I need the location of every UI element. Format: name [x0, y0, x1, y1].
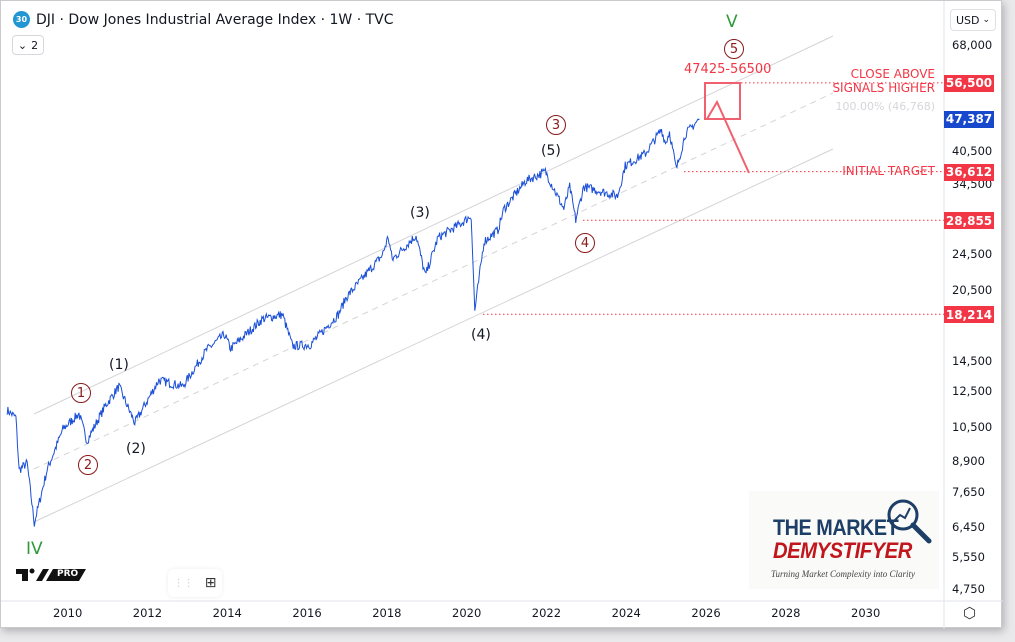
- symbol-title[interactable]: DJI · Dow Jones Industrial Average Index…: [36, 11, 394, 28]
- last-price-badge: 47,387: [944, 110, 994, 128]
- y-tick-label: 24,500: [952, 246, 993, 261]
- x-tick-label: 2016: [292, 606, 322, 620]
- y-tick-label: 14,500: [952, 353, 993, 368]
- tradingview-logo: PRO: [16, 567, 86, 586]
- primary-wave-label[interactable]: 1: [71, 383, 91, 403]
- x-tick-label: 2020: [452, 606, 482, 620]
- y-tick-label: 68,000: [952, 38, 993, 52]
- intermediate-wave-label[interactable]: (4): [471, 327, 491, 343]
- intermediate-wave-label[interactable]: (5): [541, 143, 561, 159]
- floating-layout-toolbar[interactable]: ⋮⋮ ⊞: [168, 569, 222, 597]
- y-tick-label: 6,450: [952, 519, 985, 534]
- price-series-line: [6, 118, 700, 527]
- y-tick-label: 7,650: [952, 484, 985, 499]
- target-zone-box[interactable]: [704, 82, 741, 120]
- chart-legend: 30 DJI · Dow Jones Industrial Average In…: [13, 11, 394, 28]
- initial-target-label: INITIAL TARGET: [842, 164, 935, 178]
- x-tick-label: 2026: [691, 606, 721, 620]
- symbol-logo: 30: [13, 11, 30, 28]
- price-level-badge: 18,214: [944, 306, 994, 324]
- demystifyer-logo: THE MARKET DEMYSTIFYER Turning Market Co…: [749, 491, 939, 589]
- tv-pro-text: PRO: [57, 569, 79, 579]
- y-tick-label: 10,500: [952, 419, 993, 434]
- intermediate-wave-label[interactable]: (2): [126, 441, 146, 457]
- y-tick-label: 12,500: [952, 384, 993, 399]
- x-tick-label: 2022: [531, 606, 562, 620]
- price-level-badge: 28,855: [944, 212, 994, 230]
- magnifier-chart-icon: [887, 499, 932, 544]
- signals-higher-label: SIGNALS HIGHER: [832, 81, 935, 95]
- cycle-wave-label[interactable]: IV: [26, 539, 43, 559]
- fib-label: 100.00% (46,768): [835, 100, 935, 113]
- x-tick-label: 2012: [132, 606, 163, 620]
- drag-handle-icon[interactable]: ⋮⋮: [173, 577, 194, 589]
- primary-wave-label[interactable]: 5: [724, 39, 744, 59]
- currency-select[interactable]: USD ⌄: [950, 9, 996, 31]
- cycle-wave-label[interactable]: V: [726, 12, 738, 32]
- primary-wave-label[interactable]: 3: [546, 115, 566, 135]
- y-tick-label: 5,550: [952, 550, 985, 565]
- close-above-label: CLOSE ABOVE: [850, 67, 935, 81]
- currency-label: USD: [956, 13, 980, 27]
- y-tick-label: 4,750: [952, 582, 985, 597]
- projection-arrow[interactable]: [706, 99, 750, 174]
- primary-wave-label[interactable]: 2: [78, 455, 98, 475]
- chart-settings-icon[interactable]: ⬡: [963, 604, 977, 622]
- price-level-badge: 36,612: [944, 163, 994, 181]
- chevron-down-icon: ⌄: [17, 38, 28, 52]
- x-tick-label: 2028: [771, 606, 801, 620]
- logo-line1: THE MARKET: [773, 515, 899, 540]
- price-level-badge: 56,500: [944, 74, 994, 92]
- y-tick-label: 20,500: [952, 283, 993, 298]
- channel-mid[interactable]: [33, 92, 834, 470]
- x-tick-label: 2018: [372, 606, 402, 620]
- y-tick-label: 8,900: [952, 453, 985, 468]
- legend-collapse-button[interactable]: ⌄ 2: [12, 35, 44, 55]
- logo-line2: DEMYSTIFYER: [773, 538, 912, 563]
- x-tick-label: 2024: [611, 606, 641, 620]
- x-tick-label: 2030: [851, 606, 881, 620]
- target-zone-label: 47425-56500: [684, 62, 772, 77]
- intermediate-wave-label[interactable]: (1): [109, 357, 129, 373]
- add-layout-icon[interactable]: ⊞: [204, 575, 217, 591]
- logo-tagline: Turning Market Complexity into Clarity: [771, 569, 915, 579]
- chart-plot[interactable]: [1, 1, 1003, 629]
- primary-wave-label[interactable]: 4: [575, 233, 595, 253]
- x-tick-label: 2014: [212, 606, 242, 620]
- indicator-count: 2: [31, 38, 39, 52]
- intermediate-wave-label[interactable]: (3): [410, 205, 430, 221]
- chevron-down-icon: ⌄: [982, 15, 990, 25]
- chart-card: 30 DJI · Dow Jones Industrial Average In…: [0, 0, 1003, 629]
- y-tick-label: 40,500: [952, 143, 993, 158]
- channel-lower[interactable]: [33, 148, 834, 523]
- channel-upper[interactable]: [33, 35, 834, 415]
- x-tick-label: 2010: [53, 606, 83, 620]
